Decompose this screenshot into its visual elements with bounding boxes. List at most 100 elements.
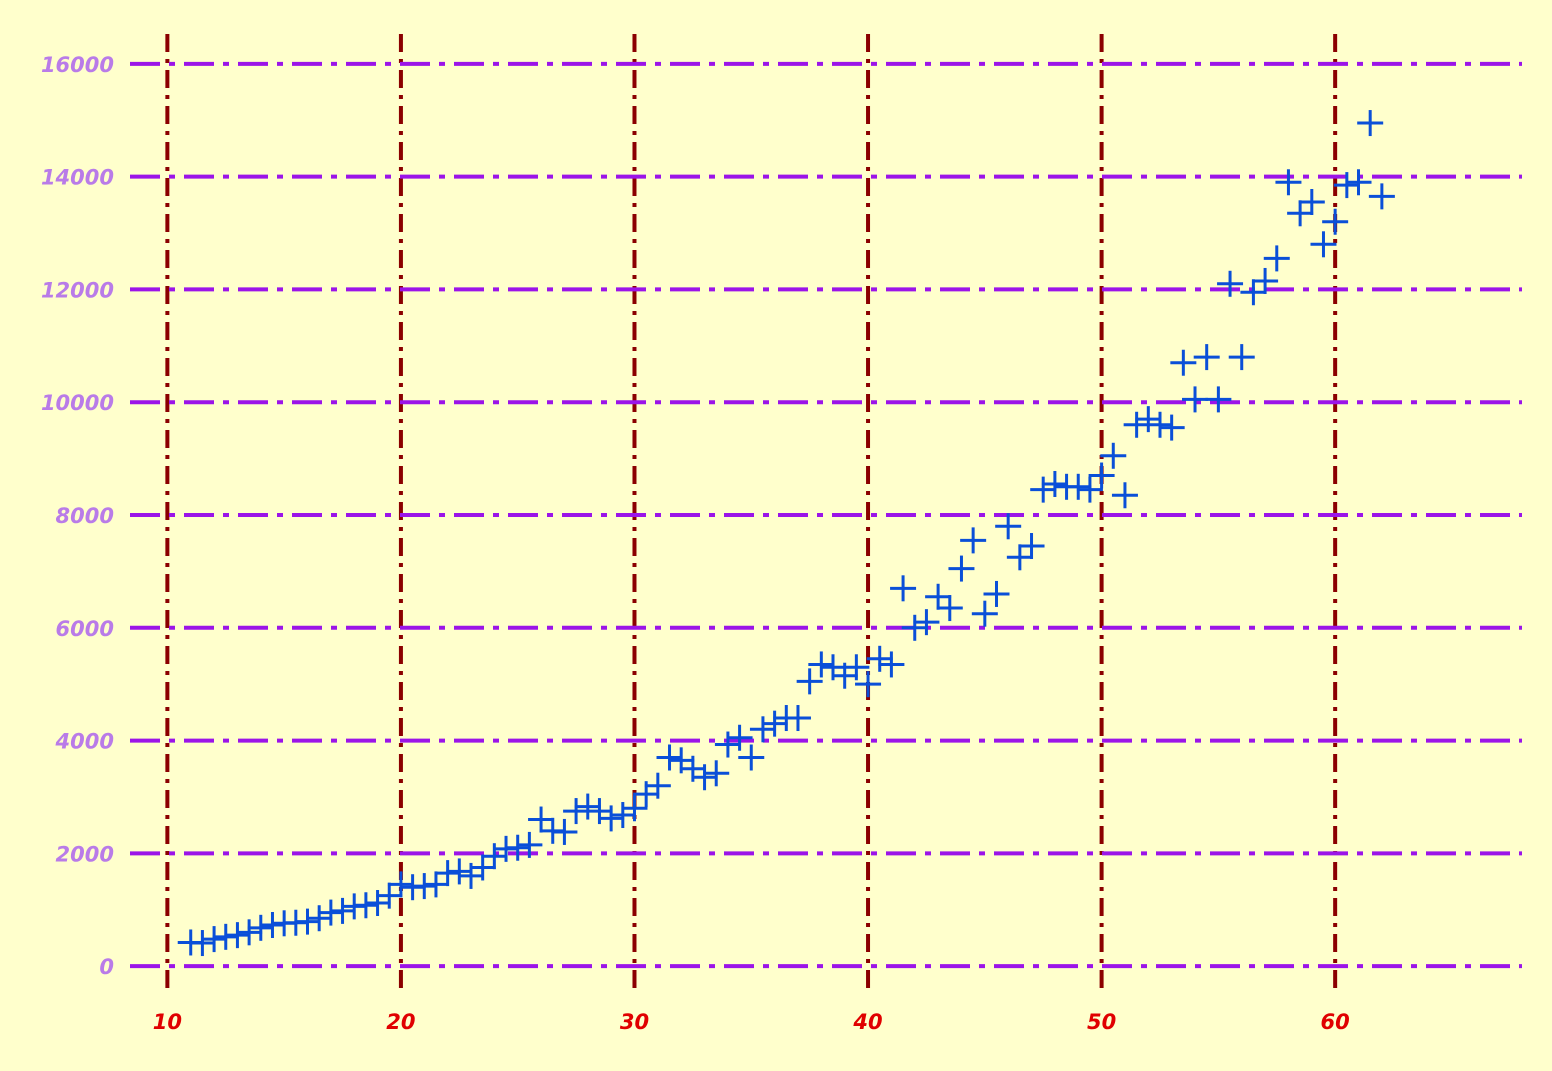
data-point-marker: [212, 923, 239, 950]
data-point-marker: [1146, 411, 1173, 438]
data-point-marker: [1030, 476, 1057, 503]
y-tick-label: 2000: [56, 842, 114, 866]
data-point-marker: [1228, 344, 1255, 371]
data-points: [177, 110, 1395, 957]
x-tick-label: 50: [1087, 1010, 1116, 1034]
data-point-marker: [528, 806, 555, 833]
horizontal-gridlines: [130, 61, 1522, 969]
y-tick-label: 12000: [41, 278, 114, 302]
data-point-marker: [1333, 172, 1360, 199]
data-point-marker: [1018, 533, 1045, 560]
data-point-marker: [843, 654, 870, 681]
data-point-marker: [749, 716, 776, 743]
data-point-marker: [1182, 386, 1209, 413]
data-point-marker: [714, 731, 741, 758]
data-point-marker: [1368, 183, 1395, 210]
data-point-marker: [1135, 406, 1162, 433]
y-tick-label: 8000: [56, 504, 114, 528]
data-point-marker: [855, 671, 882, 698]
y-tick-label: 14000: [41, 166, 114, 190]
data-point-marker: [224, 922, 251, 949]
data-point-marker: [504, 834, 531, 861]
data-point-marker: [1287, 200, 1314, 227]
y-tick-label: 0: [99, 955, 114, 979]
data-point-marker: [644, 772, 671, 799]
y-tick-label: 6000: [56, 617, 114, 641]
data-point-marker: [236, 919, 263, 946]
data-point-marker: [621, 795, 648, 822]
data-point-marker: [738, 744, 765, 771]
data-point-marker: [598, 805, 625, 832]
data-point-marker: [808, 651, 835, 678]
x-tick-label: 20: [386, 1010, 415, 1034]
data-point-marker: [434, 860, 461, 887]
data-point-marker: [983, 580, 1010, 607]
data-point-marker: [878, 651, 905, 678]
data-point-marker: [761, 710, 788, 737]
data-point-marker: [796, 668, 823, 695]
data-point-marker: [469, 854, 496, 881]
data-point-marker: [1076, 476, 1103, 503]
data-point-marker: [1357, 110, 1384, 137]
data-point-marker: [551, 818, 578, 845]
data-point-marker: [960, 527, 987, 554]
data-point-marker: [1322, 208, 1349, 235]
y-tick-label: 16000: [41, 53, 114, 77]
x-tick-label: 60: [1321, 1010, 1350, 1034]
data-point-marker: [329, 897, 356, 924]
data-point-marker: [306, 905, 333, 932]
data-point-marker: [411, 873, 438, 900]
data-point-marker: [901, 614, 928, 641]
data-point-marker: [1158, 414, 1185, 441]
data-point-marker: [1298, 189, 1325, 216]
data-point-marker: [1345, 169, 1372, 196]
data-point-marker: [563, 798, 590, 825]
data-point-marker: [1111, 482, 1138, 509]
data-point-marker: [995, 513, 1022, 540]
data-point-marker: [446, 858, 473, 885]
data-point-marker: [726, 724, 753, 751]
data-point-marker: [890, 575, 917, 602]
data-point-marker: [1170, 349, 1197, 376]
data-point-marker: [1041, 470, 1068, 497]
y-axis-tick-labels: 0 2000 4000 6000 8000 10000 12000 14000 16000: [41, 53, 114, 979]
data-point-marker: [948, 555, 975, 582]
data-point-marker: [1275, 169, 1302, 196]
data-point-marker: [1240, 279, 1267, 306]
y-tick-label: 4000: [55, 730, 114, 754]
data-point-marker: [387, 871, 414, 898]
data-point-marker: [784, 705, 811, 732]
x-tick-label: 10: [153, 1010, 182, 1034]
data-point-marker: [574, 793, 601, 820]
data-point-marker: [1065, 473, 1092, 500]
data-point-marker: [352, 892, 379, 919]
data-point-marker: [1252, 267, 1279, 294]
data-point-marker: [971, 600, 998, 627]
data-point-marker: [189, 930, 216, 957]
data-point-marker: [422, 871, 449, 898]
data-point-marker: [703, 760, 730, 787]
data-point-marker: [247, 914, 274, 941]
data-point-marker: [936, 595, 963, 622]
data-point-marker: [1263, 245, 1290, 272]
data-point-marker: [1217, 270, 1244, 297]
data-point-marker: [913, 609, 940, 636]
data-point-marker: [866, 645, 893, 672]
data-point-marker: [317, 899, 344, 926]
data-point-marker: [656, 744, 683, 771]
data-point-marker: [1088, 462, 1115, 489]
x-axis-tick-labels: 10 20 30 40 50 60: [153, 1010, 1350, 1034]
data-point-marker: [376, 882, 403, 909]
data-point-marker: [294, 908, 321, 935]
data-point-marker: [1006, 544, 1033, 571]
data-point-marker: [1100, 442, 1127, 469]
y-tick-label: 10000: [41, 391, 114, 415]
data-point-marker: [609, 802, 636, 829]
data-point-marker: [1310, 231, 1337, 258]
data-point-marker: [925, 583, 952, 610]
data-point-marker: [516, 831, 543, 858]
data-point-marker: [691, 764, 718, 791]
